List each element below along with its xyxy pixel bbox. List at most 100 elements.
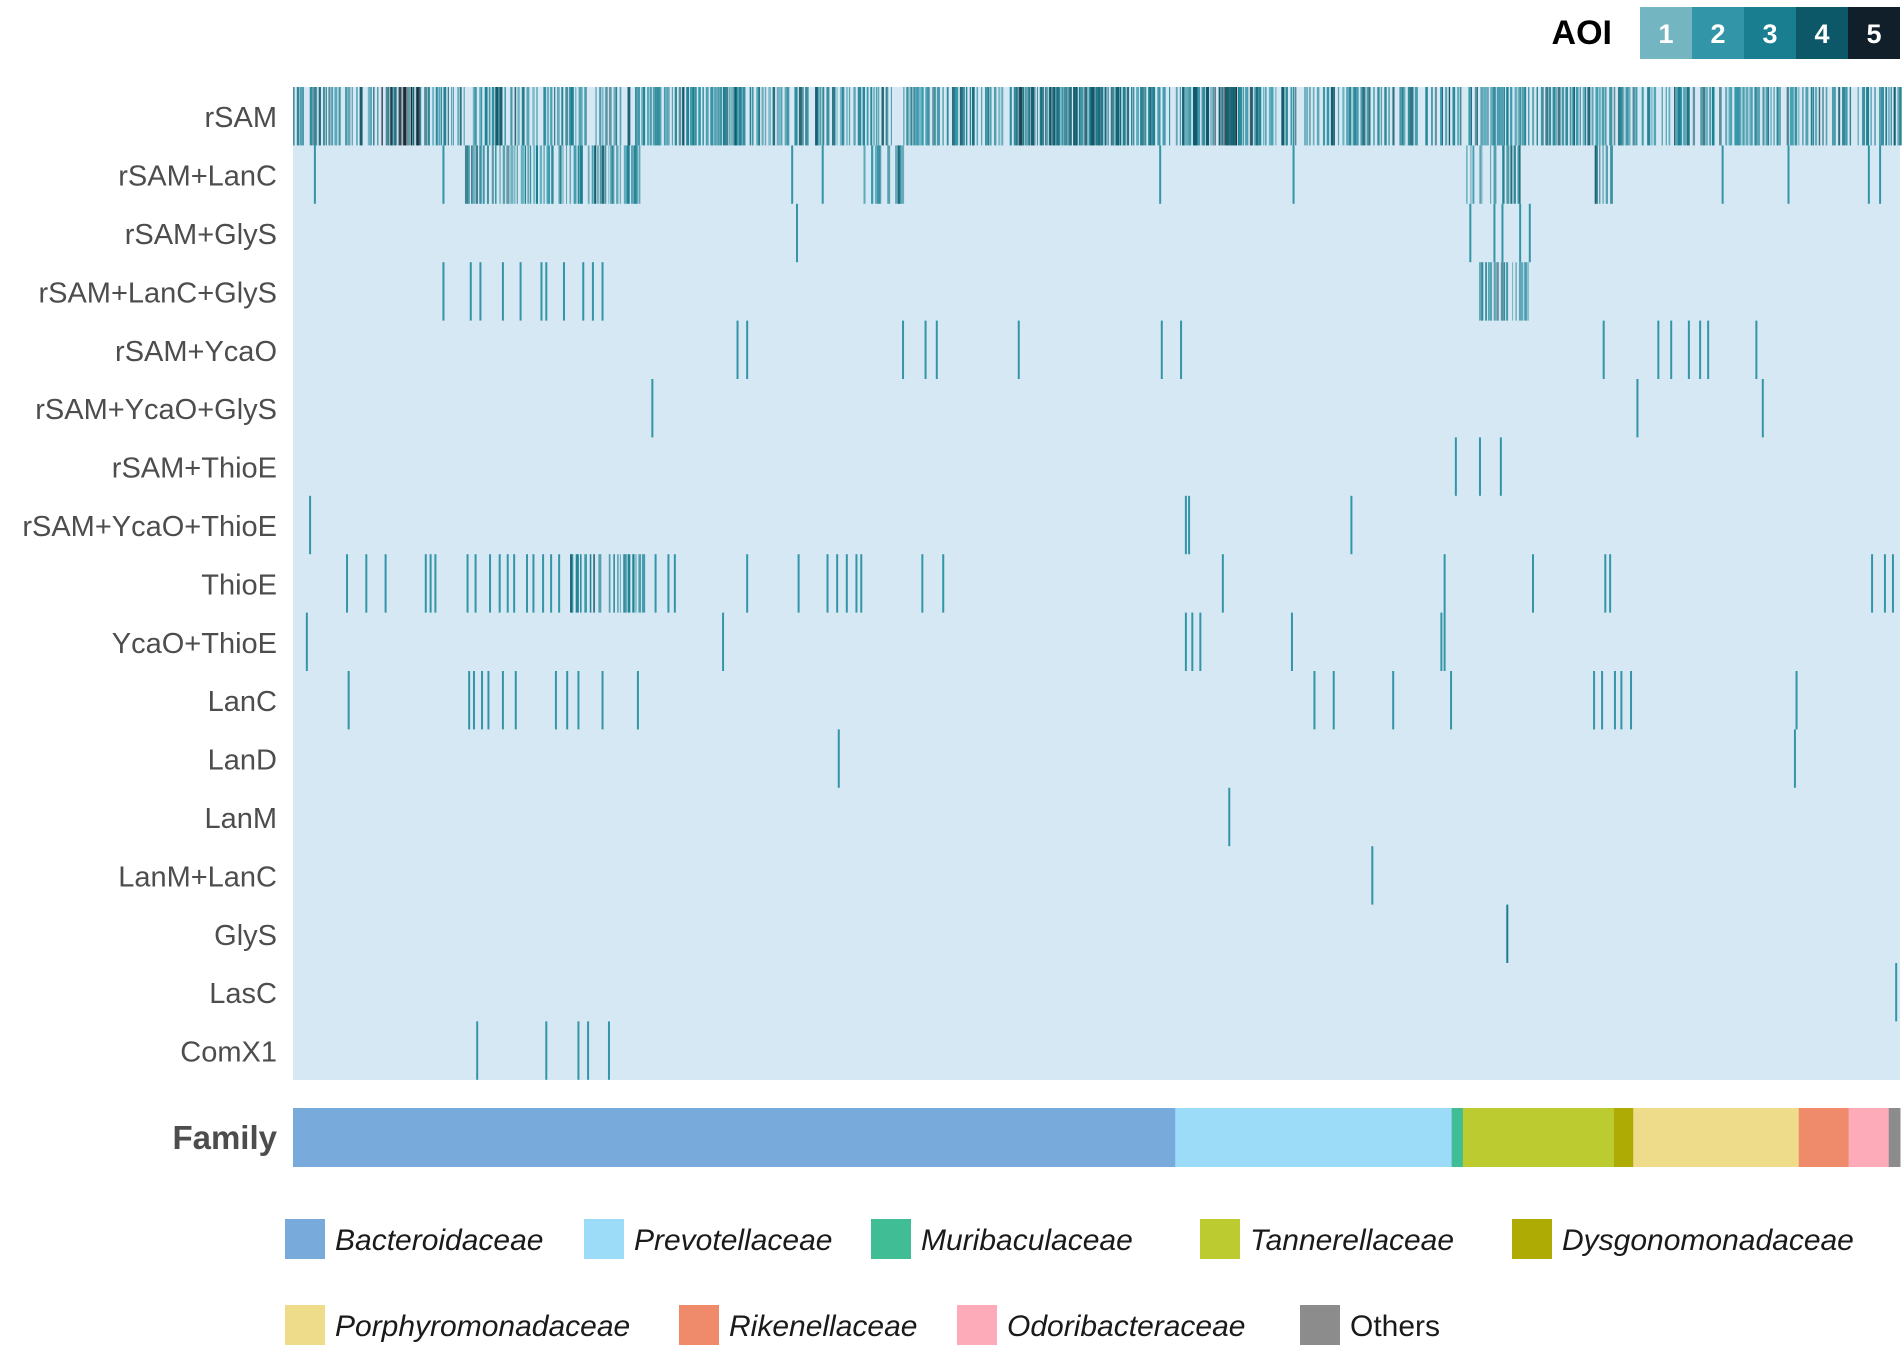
heatmap-cell: [369, 87, 372, 146]
heatmap-cell: [1711, 87, 1715, 146]
heatmap-cell: [1316, 87, 1320, 146]
family-legend-swatch: [285, 1219, 325, 1259]
heatmap-cell: [577, 1021, 580, 1080]
heatmap-cell: [551, 145, 554, 204]
heatmap-cell: [906, 87, 909, 146]
heatmap-cell: [1857, 87, 1859, 146]
heatmap-cell: [345, 87, 348, 146]
row-labels: rSAM rSAM+LanC rSAM+GlyS rSAM+LanC+GlyS rSAM…: [22, 102, 277, 1068]
heatmap-cell: [633, 145, 637, 204]
heatmap-cell: [768, 87, 772, 146]
heatmap-cell: [1332, 671, 1335, 730]
heatmap-cell: [1468, 87, 1471, 146]
heatmap-cell: [1686, 87, 1690, 146]
heatmap-cell: [1160, 320, 1163, 379]
heatmap-cell: [836, 87, 838, 146]
heatmap-cell: [598, 554, 602, 613]
heatmap-cell: [719, 87, 723, 146]
heatmap-cell: [463, 87, 465, 146]
heatmap-cell: [1201, 87, 1204, 146]
heatmap-cell: [1838, 87, 1841, 146]
family-legend-label: Prevotellaceae: [634, 1224, 832, 1257]
heatmap-cell: [1098, 87, 1101, 146]
heatmap-cell: [1414, 87, 1418, 146]
heatmap-cell: [1810, 87, 1813, 146]
row-label: LanC: [208, 686, 277, 718]
heatmap-cell: [550, 554, 553, 613]
heatmap-cell: [1036, 87, 1039, 146]
heatmap-cell: [1891, 554, 1894, 613]
heatmap-cell: [738, 87, 742, 146]
heatmap-cell: [607, 1021, 610, 1080]
heatmap-cell: [1688, 87, 1690, 146]
heatmap-cell: [725, 87, 729, 146]
row-label: LanM: [204, 803, 277, 835]
heatmap-cell: [498, 87, 502, 146]
heatmap-cell: [1513, 145, 1516, 204]
heatmap-cell: [870, 87, 873, 146]
heatmap-cell: [1479, 145, 1481, 204]
heatmap-cell: [729, 87, 731, 146]
heatmap-cell: [545, 1021, 548, 1080]
heatmap-cell: [1094, 87, 1097, 146]
heatmap-cell: [1337, 87, 1340, 146]
family-legend-label: Dysgonomonadaceae: [1562, 1224, 1854, 1257]
heatmap-cell: [1205, 87, 1210, 146]
heatmap-cell: [502, 145, 506, 204]
heatmap-cell: [826, 87, 829, 146]
heatmap-cell: [1519, 203, 1522, 263]
heatmap-cell: [1627, 87, 1629, 146]
heatmap-cell: [1013, 87, 1017, 146]
heatmap-cell: [1110, 87, 1112, 146]
heatmap-cell: [347, 671, 350, 730]
heatmap-cell: [1897, 87, 1901, 146]
heatmap-cell: [641, 87, 643, 146]
heatmap-cell: [373, 87, 375, 146]
heatmap-cell: [1460, 87, 1462, 146]
heatmap-cell: [1524, 262, 1527, 321]
heatmap-cell: [717, 87, 720, 146]
heatmap-cell: [1085, 87, 1088, 146]
heatmap-cell: [876, 87, 878, 146]
family-legend-swatch: [957, 1305, 997, 1345]
heatmap-cell: [365, 554, 368, 613]
heatmap-cell: [642, 554, 646, 613]
heatmap-cell: [1142, 87, 1145, 146]
heatmap-cell: [1452, 87, 1456, 146]
heatmap-cell: [494, 145, 497, 204]
aoi-legend-swatch: [1744, 7, 1796, 59]
heatmap-cell: [1571, 87, 1575, 146]
heatmap-cell: [554, 671, 557, 730]
heatmap-cell: [602, 87, 604, 146]
heatmap-cell: [1275, 87, 1277, 146]
family-segment: [1613, 1108, 1634, 1167]
heatmap-cell: [404, 87, 407, 146]
heatmap-cell: [616, 145, 619, 204]
heatmap-cell: [1617, 87, 1621, 146]
heatmap-cell: [1239, 87, 1242, 146]
heatmap-cell: [989, 87, 992, 146]
heatmap-cell: [1434, 87, 1437, 146]
heatmap-cell: [591, 262, 594, 321]
heatmap-cell: [855, 554, 858, 613]
heatmap-cell: [713, 87, 716, 146]
heatmap-cell: [1814, 87, 1818, 146]
heatmap-cell: [560, 145, 562, 204]
heatmap-cell: [498, 554, 501, 613]
heatmap-cell: [1867, 145, 1870, 204]
heatmap-cell: [381, 87, 383, 146]
heatmap-cell: [1030, 87, 1034, 146]
heatmap-cell: [834, 87, 836, 146]
heatmap-cell: [1392, 87, 1395, 146]
heatmap-cell: [1609, 554, 1612, 613]
heatmap-cell: [1604, 554, 1607, 613]
heatmap-cell: [1677, 87, 1681, 146]
heatmap-cell: [1582, 87, 1586, 146]
heatmap-cell: [1641, 87, 1644, 146]
heatmap-cell: [1506, 262, 1509, 321]
heatmap-cell: [733, 87, 736, 146]
heatmap-cell: [678, 87, 682, 146]
heatmap-cell: [1883, 554, 1886, 613]
heatmap-cell: [1131, 87, 1133, 146]
heatmap-cell: [1159, 145, 1162, 204]
